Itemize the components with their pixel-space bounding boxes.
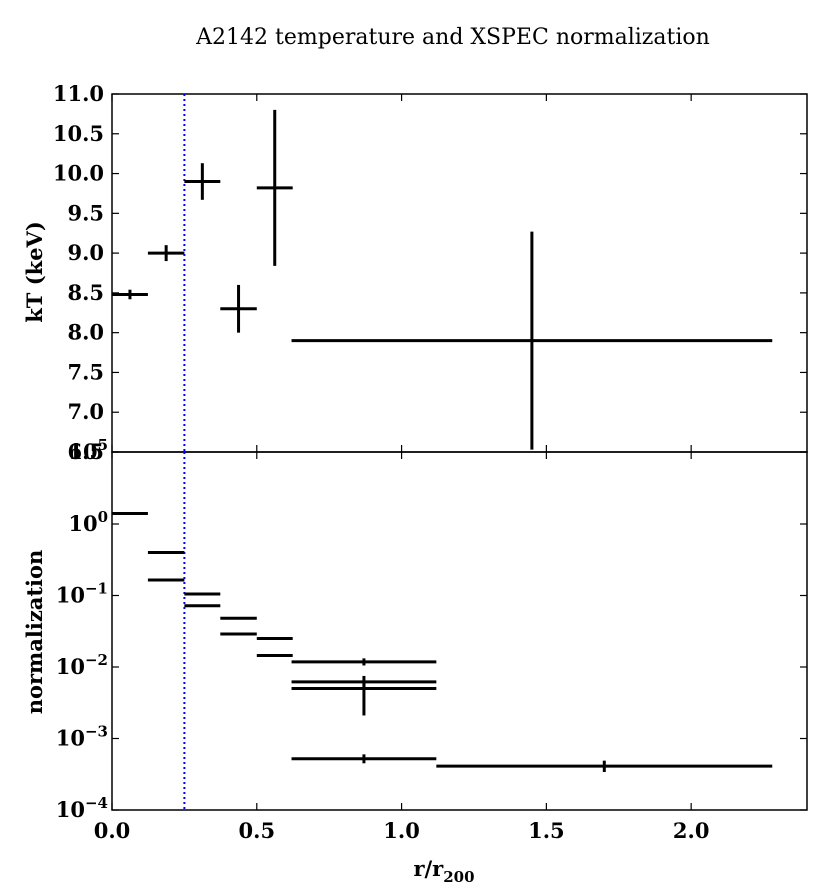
normalization-point <box>291 658 437 666</box>
temperature-point <box>147 245 185 262</box>
y-tick-label-base: 10 <box>56 583 85 608</box>
y-tick-label-top: 11.0 <box>53 81 104 106</box>
y-tick-label-bottom: 10−4 <box>56 794 108 822</box>
y-tick-label-exponent: −3 <box>85 723 108 741</box>
y-tick-label-exponent: 0 <box>98 508 108 526</box>
y-tick-label-base: 10 <box>68 439 97 464</box>
temperature-point <box>184 163 221 200</box>
normalization-point <box>436 760 773 772</box>
x-tick-label: 1.0 <box>383 818 420 843</box>
y-axis-label-top: kT (keV) <box>22 221 47 323</box>
top-frame <box>111 93 808 453</box>
temperature-point <box>291 231 773 450</box>
x-tick-label: 0.0 <box>94 818 131 843</box>
y-tick-label-top: 8.0 <box>67 320 104 345</box>
y-tick-label-bottom: 105 <box>68 436 108 464</box>
y-tick-label-exponent: −1 <box>85 580 108 598</box>
x-tick-label: 1.5 <box>528 818 565 843</box>
y-tick-label-top: 6.5 <box>67 439 104 464</box>
x-axis-label-main: r/r <box>413 856 444 881</box>
x-axis-label-subscript: 200 <box>443 868 474 886</box>
temperature-point <box>220 284 257 333</box>
y-tick-label-top: 10.5 <box>53 121 104 146</box>
y-tick-label-top: 9.0 <box>67 240 104 265</box>
x-tick-label: 2.0 <box>673 818 710 843</box>
y-tick-label-exponent: −2 <box>85 651 108 669</box>
y-tick-label-exponent: 5 <box>98 436 108 454</box>
y-tick-label-exponent: −4 <box>85 794 108 812</box>
y-tick-label-base: 10 <box>56 654 85 679</box>
y-tick-label-top: 8.5 <box>67 280 104 305</box>
y-tick-label-base: 10 <box>68 511 97 536</box>
y-tick-label-bottom: 10−1 <box>56 580 108 608</box>
x-tick-label: 0.5 <box>239 818 276 843</box>
y-tick-label-top: 7.0 <box>67 399 104 424</box>
y-tick-label-bottom: 10−3 <box>56 723 108 751</box>
chart-title: A2142 temperature and XSPEC normalizatio… <box>195 25 710 50</box>
normalization-point <box>291 681 437 716</box>
y-tick-label-top: 10.0 <box>53 161 104 186</box>
top-panel-temperature: 6.5 7.0 7.5 8.0 8.5 9.0 9.5 10.0 10.5 11.0 <box>53 81 808 464</box>
y-tick-label-bottom: 10−2 <box>56 651 108 679</box>
y-tick-label-bottom: 100 <box>68 508 108 536</box>
normalization-point <box>291 754 437 764</box>
x-axis-label: r/r200 <box>413 856 474 886</box>
y-tick-label-top: 9.5 <box>67 200 104 225</box>
bottom-frame <box>111 451 808 811</box>
y-tick-label-top: 7.5 <box>67 359 104 384</box>
y-tick-label-base: 10 <box>56 797 85 822</box>
temperature-point <box>256 109 293 266</box>
temperature-point <box>112 289 148 300</box>
y-tick-label-base: 10 <box>56 726 85 751</box>
y-axis-label-bottom: normalization <box>22 550 47 715</box>
